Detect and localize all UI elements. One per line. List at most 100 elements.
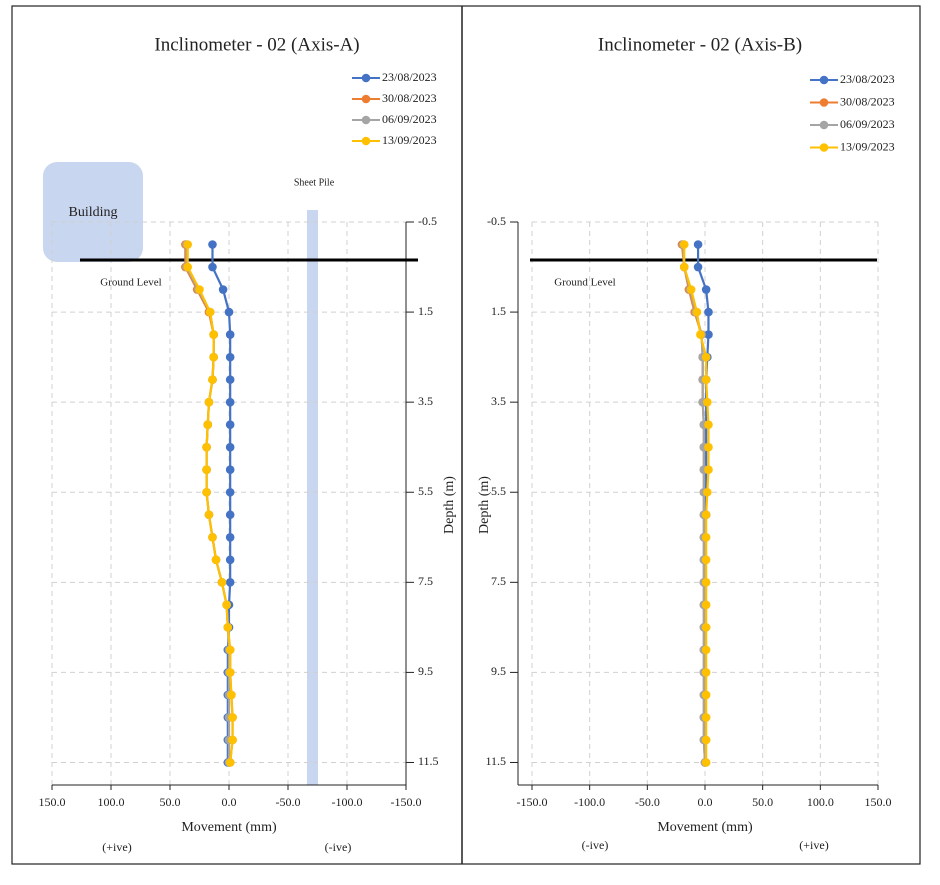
legend-label: 13/09/2023 (382, 133, 437, 147)
y-axis-label: Depth (m) (442, 476, 457, 534)
x-tick-label: 150.0 (39, 795, 66, 809)
point (195, 285, 204, 294)
y-tick-label: 1.5 (418, 304, 433, 318)
y-tick-label: 11.5 (485, 754, 506, 768)
x-tick-label: -50.0 (276, 795, 301, 809)
point (701, 578, 711, 587)
point (204, 510, 214, 520)
point (225, 397, 235, 407)
point (205, 307, 215, 317)
y-tick-label: 5.5 (418, 484, 433, 498)
point (704, 307, 713, 317)
legend-label: 13/09/2023 (840, 139, 895, 153)
annotation: Building (68, 205, 117, 220)
point (203, 420, 213, 429)
point (701, 645, 711, 655)
point (228, 735, 237, 745)
point (217, 578, 227, 587)
x-tick-label: 150.0 (865, 795, 892, 809)
point (701, 735, 711, 745)
point (704, 465, 713, 475)
point (183, 240, 192, 249)
point (701, 532, 711, 542)
annotation: (+ive) (102, 840, 131, 854)
point (703, 397, 712, 407)
point (228, 713, 237, 722)
point (222, 600, 231, 610)
point (223, 623, 233, 632)
annotation: Sheet Pile (294, 177, 335, 188)
point (224, 307, 234, 317)
point (225, 465, 235, 475)
legend-marker (819, 143, 829, 152)
legend-marker (361, 73, 371, 83)
y-tick-label: 9.5 (418, 664, 433, 678)
y-tick-label: 9.5 (491, 664, 506, 678)
point (208, 375, 217, 384)
legend-marker (819, 75, 829, 85)
point (209, 352, 218, 362)
y-tick-label: 11.5 (418, 754, 439, 768)
sheet-pile (307, 210, 318, 785)
point (225, 487, 235, 497)
x-tick-label: -100.0 (332, 795, 363, 809)
x-axis-label: Movement (mm) (657, 820, 753, 835)
point (202, 487, 211, 497)
point (208, 532, 217, 542)
point (701, 668, 711, 677)
point (225, 352, 235, 362)
point (225, 420, 235, 429)
point (701, 690, 711, 700)
x-tick-label: 100.0 (98, 795, 125, 809)
point (225, 510, 235, 520)
chart-title: Inclinometer - 02 (Axis-A) (154, 34, 359, 55)
point (225, 442, 235, 452)
y-tick-label: 1.5 (491, 304, 506, 318)
point (703, 487, 712, 497)
point (701, 510, 711, 520)
point (701, 713, 711, 722)
frame (11, 5, 921, 865)
point (225, 532, 235, 542)
point (209, 330, 218, 339)
point (679, 262, 689, 272)
point (225, 645, 235, 655)
point (701, 285, 711, 294)
legend-label: 06/09/2023 (382, 112, 437, 126)
point (211, 555, 221, 565)
annotation: Ground Level (554, 277, 615, 289)
legend-label: 30/08/2023 (840, 94, 895, 108)
y-tick-label: 3.5 (418, 394, 433, 408)
point (704, 330, 713, 339)
point (692, 307, 702, 317)
point (704, 420, 713, 429)
y-tick-label: 7.5 (418, 574, 433, 588)
x-tick-label: -100.0 (574, 795, 605, 809)
x-tick-label: -50.0 (635, 795, 660, 809)
y-tick-label: 3.5 (491, 394, 506, 408)
point (225, 758, 235, 767)
annotation: (-ive) (325, 840, 352, 854)
x-tick-label: 0.0 (698, 795, 713, 809)
point (225, 375, 235, 384)
x-tick-label: 50.0 (752, 795, 773, 809)
point (686, 285, 696, 294)
annotation: (+ive) (799, 838, 828, 852)
legend-marker (361, 136, 371, 146)
point (701, 375, 711, 384)
legend-marker (361, 94, 371, 104)
x-tick-label: 50.0 (160, 795, 181, 809)
point (183, 262, 192, 272)
y-tick-label: 5.5 (491, 484, 506, 498)
x-axis-label: Movement (mm) (181, 820, 277, 835)
point (693, 262, 703, 272)
point (225, 668, 235, 677)
legend-label: 23/08/2023 (840, 72, 895, 86)
chart-title: Inclinometer - 02 (Axis-B) (598, 34, 802, 55)
point (679, 240, 689, 249)
point (701, 758, 711, 767)
building (43, 162, 143, 262)
point (701, 352, 711, 362)
point (225, 555, 235, 565)
point (701, 600, 711, 610)
